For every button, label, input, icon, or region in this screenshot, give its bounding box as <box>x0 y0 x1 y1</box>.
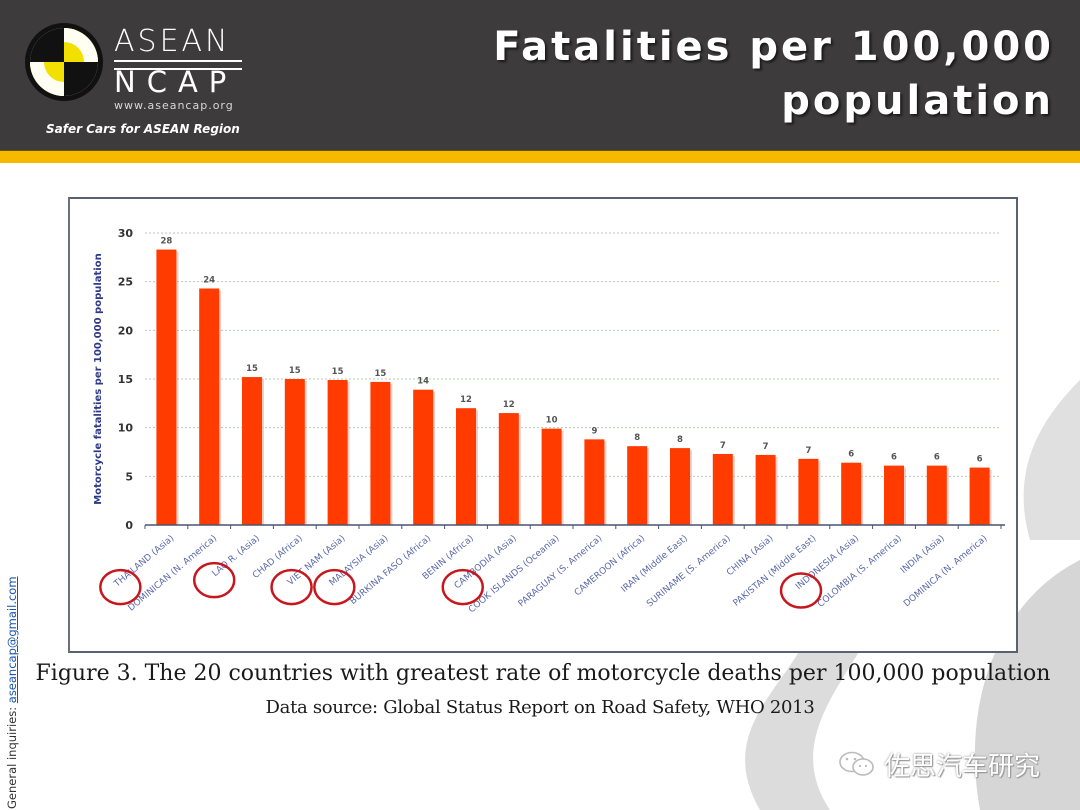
y-tick-label: 0 <box>125 519 133 532</box>
watermark-text: 佐思汽车研究 <box>884 752 1041 782</box>
data-label: 9 <box>591 426 597 436</box>
bar <box>327 379 348 525</box>
y-tick-label: 5 <box>125 470 133 483</box>
bar <box>627 446 648 525</box>
data-label: 6 <box>891 453 897 463</box>
bar <box>884 465 904 525</box>
highlight-circle <box>779 572 823 609</box>
bar <box>798 458 819 525</box>
x-category-label: PARAGUAY (S. America) <box>517 534 605 610</box>
data-label: 14 <box>417 377 429 387</box>
y-tick-label: 25 <box>118 276 133 289</box>
slide-title: Fatalities per 100,000 population <box>493 20 1054 128</box>
figure-caption: Figure 3. The 20 countries with greatest… <box>35 661 1051 686</box>
x-category-label: BURKINA FASO (Africa) <box>348 534 433 607</box>
data-label: 15 <box>246 364 258 374</box>
bar <box>755 454 776 525</box>
bar <box>969 467 990 525</box>
brand-name-ncap: NCAP <box>114 65 238 99</box>
y-tick-label: 30 <box>118 227 134 240</box>
slide-header: ASEAN NCAP www.aseancap.org Safer Cars f… <box>0 0 1080 150</box>
data-label: 7 <box>763 442 769 452</box>
x-category-label: DOMINICAN (N. America) <box>127 534 220 614</box>
wechat-icon <box>839 751 874 776</box>
watermark: 佐思汽车研究 <box>838 746 1040 783</box>
bar <box>370 381 391 525</box>
y-tick-label: 10 <box>118 422 134 435</box>
brand-url: www.aseancap.org <box>114 99 234 112</box>
bar <box>242 377 262 525</box>
x-category-label: DOMINICA (N. America) <box>902 534 989 610</box>
data-label: 6 <box>977 455 983 465</box>
x-category-label: CAMEROON (Africa) <box>573 534 647 599</box>
data-label: 8 <box>677 435 683 445</box>
slide-title-line-1: Fatalities per 100,000 <box>493 24 1054 70</box>
bar <box>284 379 305 525</box>
bar <box>199 288 220 525</box>
chart-frame: 0 5 10 15 20 25 30 Motorcycle fatalities per 10… <box>68 197 1018 653</box>
data-label: 7 <box>720 441 726 451</box>
highlight-circle <box>192 561 236 599</box>
brand-divider <box>114 60 242 70</box>
accent-bar <box>0 150 1080 163</box>
brand-name-asean: ASEAN <box>114 24 231 59</box>
data-label: 28 <box>160 237 172 247</box>
bar <box>456 408 476 525</box>
x-category-label: SURINAME (S. America) <box>645 534 733 610</box>
slide-title-line-2: population <box>781 78 1054 124</box>
data-label: 6 <box>848 450 854 460</box>
brand-tagline: Safer Cars for ASEAN Region <box>46 122 240 136</box>
data-label: 15 <box>332 367 344 377</box>
y-tick-label: 15 <box>118 373 133 386</box>
data-label: 10 <box>546 416 558 426</box>
data-label: 15 <box>374 369 386 379</box>
data-label: 24 <box>203 275 215 285</box>
asean-ncap-logo-icon <box>25 23 103 101</box>
data-label: 15 <box>289 366 301 376</box>
bar-chart: 0 5 10 15 20 25 30 Motorcycle fatalities per 10… <box>93 227 1005 616</box>
bar <box>670 448 690 525</box>
highlight-circle <box>313 568 356 606</box>
bar <box>413 389 434 525</box>
x-category-label: PAKISTAN (Middle East) <box>732 534 819 609</box>
y-axis-title: Motorcycle fatalities per 100,000 popula… <box>93 253 104 504</box>
data-label: 12 <box>503 400 515 410</box>
data-label: 7 <box>805 446 811 456</box>
data-label: 12 <box>460 395 472 405</box>
data-label: 8 <box>634 433 640 443</box>
x-category-label: COLOMBIA (S. America) <box>816 534 904 610</box>
highlight-circle <box>99 568 142 606</box>
highlight-circle <box>441 568 485 606</box>
y-tick-label: 20 <box>118 324 134 337</box>
data-label: 6 <box>934 453 940 463</box>
bar <box>584 439 605 525</box>
inquiries-label: General inquiries: <box>5 703 19 809</box>
bar <box>926 465 947 525</box>
bar <box>498 413 519 525</box>
bar <box>156 249 177 525</box>
data-source: Data source: Global Status Report on Roa… <box>265 697 815 718</box>
bar <box>541 428 562 525</box>
bar <box>841 462 862 525</box>
highlight-circle <box>270 568 313 606</box>
x-category-label: COOK ISLANDS (Oceania) <box>467 534 562 616</box>
bar <box>712 453 733 525</box>
